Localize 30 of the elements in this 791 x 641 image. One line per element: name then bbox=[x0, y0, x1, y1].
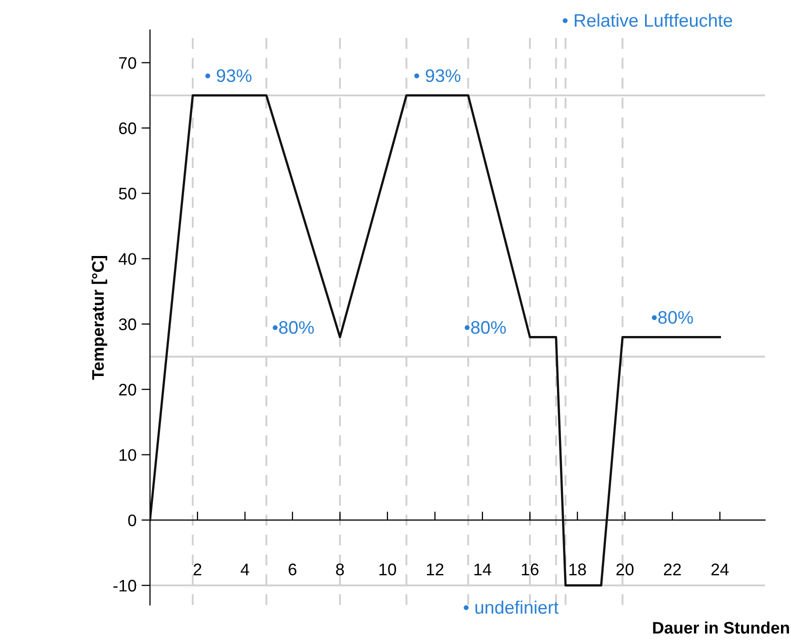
text: • Relative Luftfeuchte bbox=[562, 14, 732, 27]
y-axis-title: Temperatur [°C] bbox=[92, 256, 108, 380]
annotation: •80% bbox=[272, 321, 314, 334]
y-tick-label: 30 bbox=[118, 318, 136, 330]
x-tick-label: 6 bbox=[288, 564, 296, 576]
y-tick-label: 50 bbox=[118, 188, 136, 200]
x-tick-label: 14 bbox=[474, 564, 492, 576]
y-tick-label: 70 bbox=[119, 57, 136, 69]
x-tick-label: 4 bbox=[240, 564, 250, 576]
x-tick-label: 18 bbox=[569, 564, 586, 576]
x-tick-label: 16 bbox=[522, 564, 538, 576]
x-tick-label: 12 bbox=[426, 564, 444, 576]
x-tick-label: 10 bbox=[379, 564, 396, 576]
y-tick-label: 40 bbox=[118, 253, 136, 265]
x-tick-label: 24 bbox=[711, 564, 729, 576]
y-tick-label: 0 bbox=[128, 514, 136, 526]
annotation: •80% bbox=[464, 321, 506, 334]
annotation: • 93% bbox=[205, 69, 252, 82]
y-tick-label: 60 bbox=[119, 122, 136, 134]
annotation: •80% bbox=[652, 311, 693, 324]
x-tick-label: 22 bbox=[664, 564, 681, 576]
y-tick-label: -10 bbox=[113, 580, 136, 592]
y-tick-label: 10 bbox=[120, 449, 136, 461]
x-tick-label: 2 bbox=[194, 564, 202, 576]
x-axis-title: Dauer in Stunden bbox=[653, 621, 789, 634]
annotation: • 93% bbox=[414, 69, 460, 82]
y-tick-label: 20 bbox=[119, 384, 136, 396]
annotation: • undefiniert bbox=[464, 600, 559, 614]
x-tick-label: 20 bbox=[616, 564, 634, 576]
x-tick-label: 8 bbox=[336, 564, 344, 576]
